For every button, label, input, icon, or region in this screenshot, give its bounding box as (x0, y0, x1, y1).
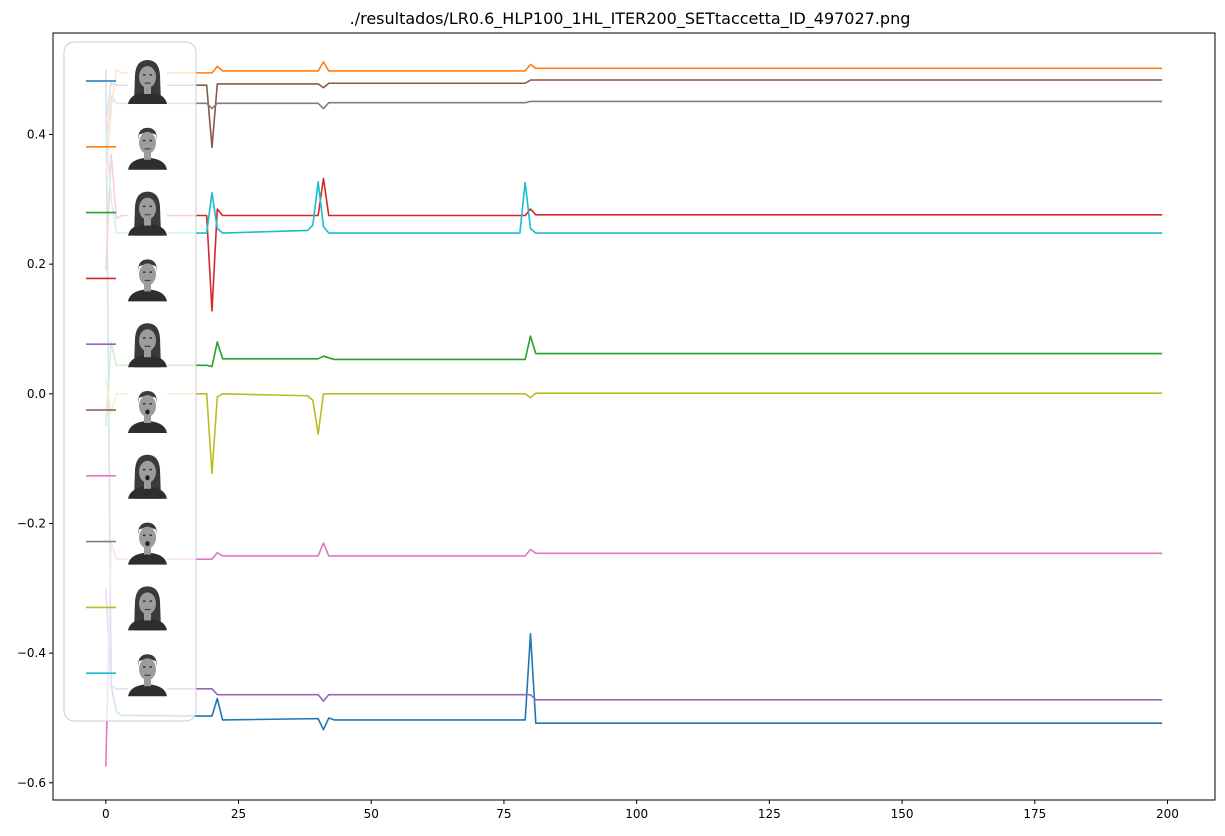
male-surprised-face-icon (128, 517, 167, 565)
plot-frame (52, 32, 1216, 801)
y-axis: −0.6 −0.4 −0.2 0.0 0.2 0.4 (17, 127, 53, 790)
legend-entry (86, 122, 167, 170)
x-tick-label: 75 (496, 807, 511, 821)
legend-entry (86, 649, 167, 697)
x-tick-label: 200 (1156, 807, 1179, 821)
y-tick-label: −0.2 (17, 516, 46, 530)
female-angry-face-icon (128, 320, 167, 368)
legend-entry (86, 451, 167, 499)
male-neutral-face-icon (128, 122, 167, 170)
x-tick-label: 25 (231, 807, 246, 821)
legend-entry (86, 386, 167, 433)
legend-entry (86, 57, 167, 104)
legend-entry (86, 254, 167, 302)
female-surprised-face-icon (128, 451, 167, 499)
legend-entry (86, 517, 167, 565)
y-tick-label: −0.6 (17, 776, 46, 790)
y-tick-label: 0.2 (27, 257, 46, 271)
x-tick-label: 125 (758, 807, 781, 821)
x-tick-label: 0 (102, 807, 110, 821)
male-serious-face-icon (128, 649, 167, 697)
y-tick-label: 0.4 (27, 127, 46, 141)
legend (63, 41, 197, 722)
x-tick-label: 100 (625, 807, 648, 821)
chart-title: ./resultados/LR0.6_HLP100_1HL_ITER200_SE… (350, 9, 911, 29)
x-axis: 0 25 50 75 100 125 150 175 200 (102, 800, 1179, 821)
female-smiling-face-icon (128, 188, 167, 236)
female-neutral-face-icon (128, 57, 167, 104)
male-smiling-face-icon (128, 254, 167, 302)
male-shouting-face-icon (128, 386, 167, 433)
x-tick-label: 175 (1023, 807, 1046, 821)
y-tick-label: 0.0 (27, 387, 46, 401)
female-sad-face-icon (128, 583, 167, 631)
legend-entry (86, 188, 167, 236)
y-tick-label: −0.4 (17, 646, 46, 660)
x-tick-label: 50 (364, 807, 379, 821)
x-tick-label: 150 (891, 807, 914, 821)
legend-entry (86, 320, 167, 368)
legend-entry (86, 583, 167, 631)
